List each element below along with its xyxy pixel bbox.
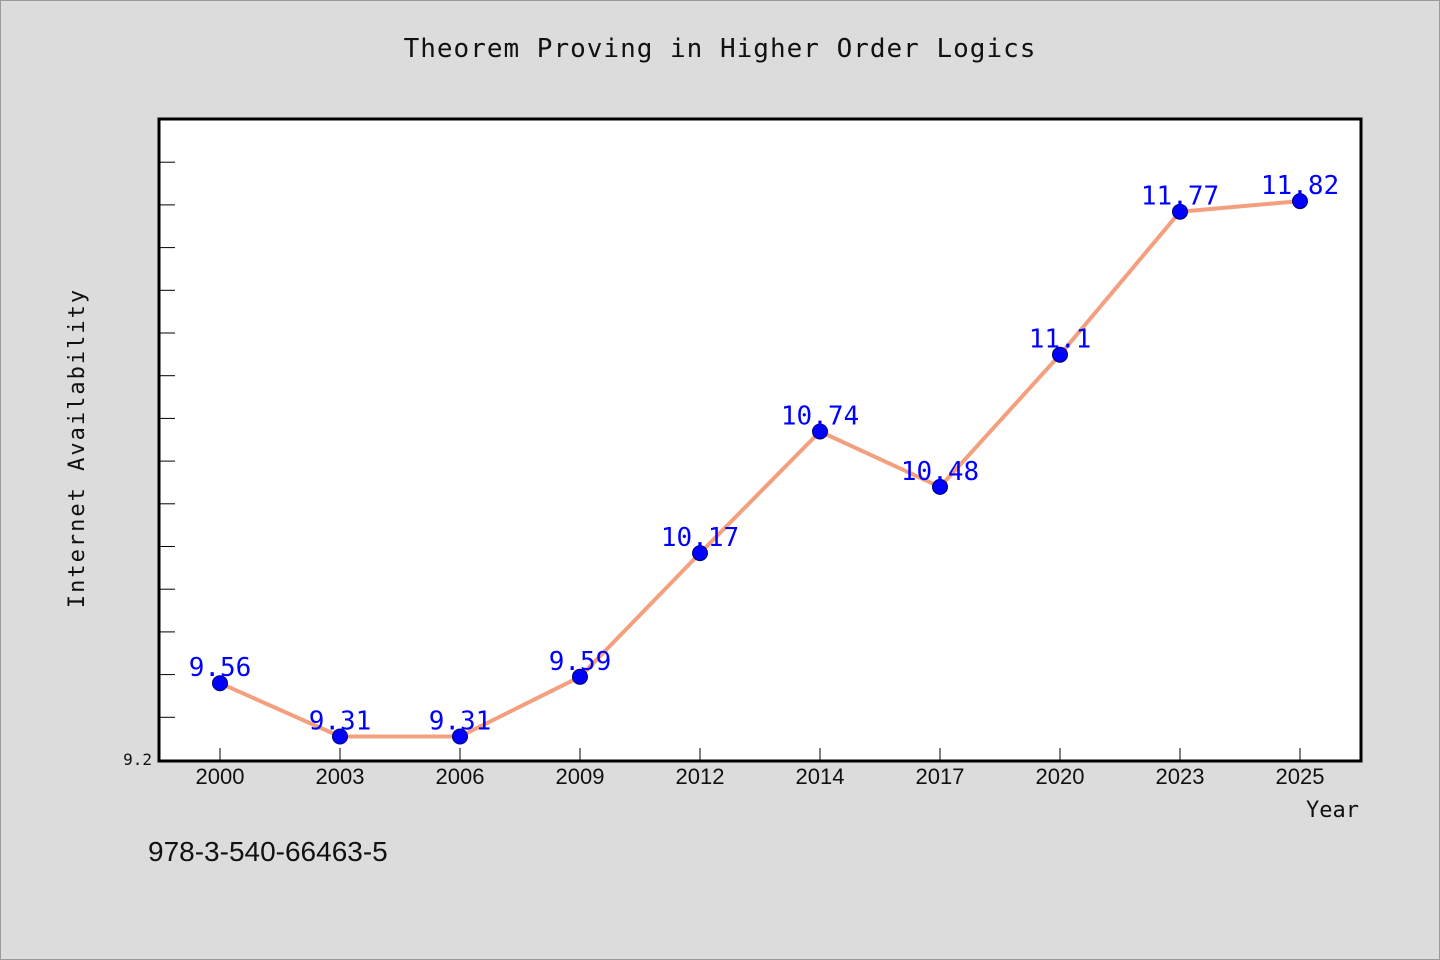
x-axis-ticks xyxy=(219,748,1301,760)
x-tick-label: 2020 xyxy=(1036,764,1085,789)
data-label: 10.74 xyxy=(781,402,859,432)
x-tick-label: 2003 xyxy=(316,764,365,789)
y-axis-label: Internet Availability xyxy=(65,288,90,608)
data-point xyxy=(932,478,948,495)
y-minor-ticks xyxy=(160,161,175,718)
series-line xyxy=(218,199,1302,739)
data-point xyxy=(1052,346,1068,363)
isbn-caption: 978-3-540-66463-5 xyxy=(148,836,388,867)
data-label: 9.31 xyxy=(429,707,492,737)
data-point xyxy=(572,668,588,685)
data-label: 11.1 xyxy=(1029,325,1092,355)
data-labels: 9.56 9.31 9.31 9.59 10.17 10.74 10.48 11.1 11.77… xyxy=(189,171,1339,736)
x-tick-label: 2025 xyxy=(1276,764,1325,789)
data-point xyxy=(692,545,708,562)
x-tick-label: 2017 xyxy=(916,764,965,789)
data-markers xyxy=(212,193,1308,745)
data-label: 9.31 xyxy=(309,707,372,737)
data-label: 11.82 xyxy=(1261,171,1339,201)
data-point xyxy=(1292,193,1308,210)
data-point xyxy=(452,728,468,745)
chart-title: Theorem Proving in Higher Order Logics xyxy=(403,34,1037,64)
data-label: 11.77 xyxy=(1141,182,1219,212)
x-tick-label: 2023 xyxy=(1156,764,1205,789)
data-point xyxy=(812,423,828,440)
y-axis-tick-labels: 9.2 xyxy=(123,750,152,769)
x-tick-label: 2000 xyxy=(196,764,245,789)
data-label: 10.48 xyxy=(901,457,979,487)
data-label: 9.56 xyxy=(189,653,252,683)
x-tick-label: 2009 xyxy=(556,764,605,789)
y-tick-label: 9.2 xyxy=(123,750,152,769)
data-point xyxy=(332,728,348,745)
x-axis-tick-labels: 2000 2003 2006 2009 2012 2014 2017 2020 2023 2025 xyxy=(196,764,1325,789)
x-tick-label: 2006 xyxy=(436,764,485,789)
data-point xyxy=(212,675,228,692)
x-axis-label: Year xyxy=(1306,798,1359,823)
x-tick-label: 2014 xyxy=(796,764,845,789)
data-point xyxy=(1172,203,1188,220)
data-label: 10.17 xyxy=(661,523,739,553)
data-label: 9.59 xyxy=(549,647,612,677)
x-tick-label: 2012 xyxy=(676,764,725,789)
plot-area xyxy=(157,117,1363,763)
